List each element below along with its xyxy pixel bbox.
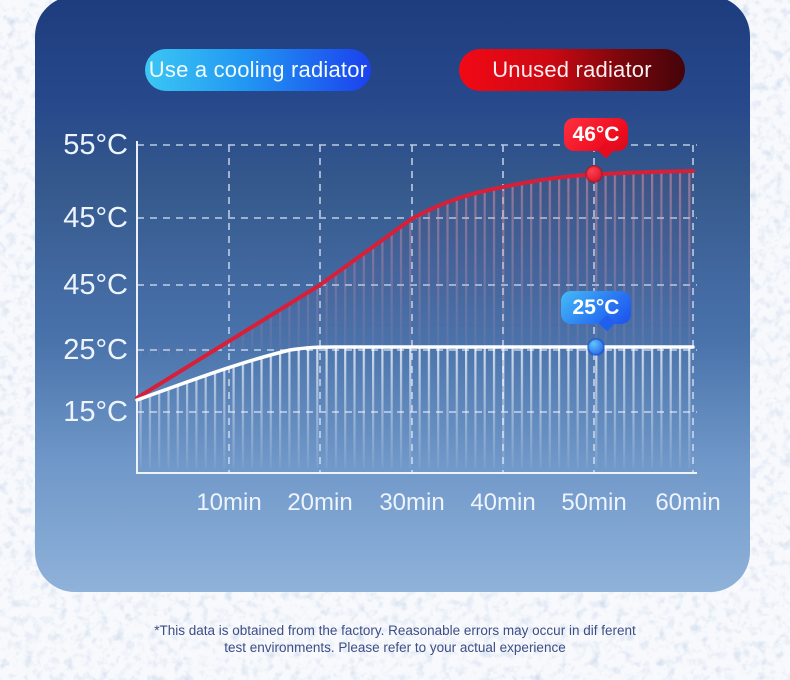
- x-tick-60min: 60min: [655, 489, 721, 516]
- footnote-line-1: *This data is obtained from the factory.…: [154, 623, 636, 638]
- unused-line: [135, 169, 695, 400]
- unused-point-marker: [585, 165, 603, 183]
- cooling-line: [135, 345, 695, 402]
- unused-peak-value: 46°C: [572, 123, 620, 146]
- cooling-area-fill: [137, 347, 693, 468]
- y-tick-55: 55°C: [63, 129, 128, 161]
- unused-area-fill: [137, 171, 693, 398]
- footnote-line-2: test environments. Please refer to your …: [224, 640, 566, 655]
- x-tick-40min: 40min: [470, 489, 536, 516]
- y-tick-45b: 45°C: [63, 269, 128, 301]
- y-tick-45a: 45°C: [63, 202, 128, 234]
- x-tick-20min: 20min: [287, 489, 353, 516]
- cooling-stable-badge: 25°C: [561, 291, 631, 332]
- x-tick-30min: 30min: [379, 489, 445, 516]
- legend-cooling-pill[interactable]: Use a cooling radiator: [145, 49, 371, 91]
- unused-area-tint: [137, 171, 693, 398]
- x-tick-10min: 10min: [196, 489, 262, 516]
- cooling-point-marker: [587, 338, 605, 356]
- legend-unused-pill[interactable]: Unused radiator: [459, 49, 685, 91]
- x-tick-50min: 50min: [561, 489, 627, 516]
- footnote: *This data is obtained from the factory.…: [95, 622, 695, 656]
- y-tick-25: 25°C: [63, 334, 128, 366]
- unused-peak-badge: 46°C: [564, 118, 628, 159]
- y-tick-15: 15°C: [63, 396, 128, 428]
- cooling-stable-value: 25°C: [572, 296, 620, 319]
